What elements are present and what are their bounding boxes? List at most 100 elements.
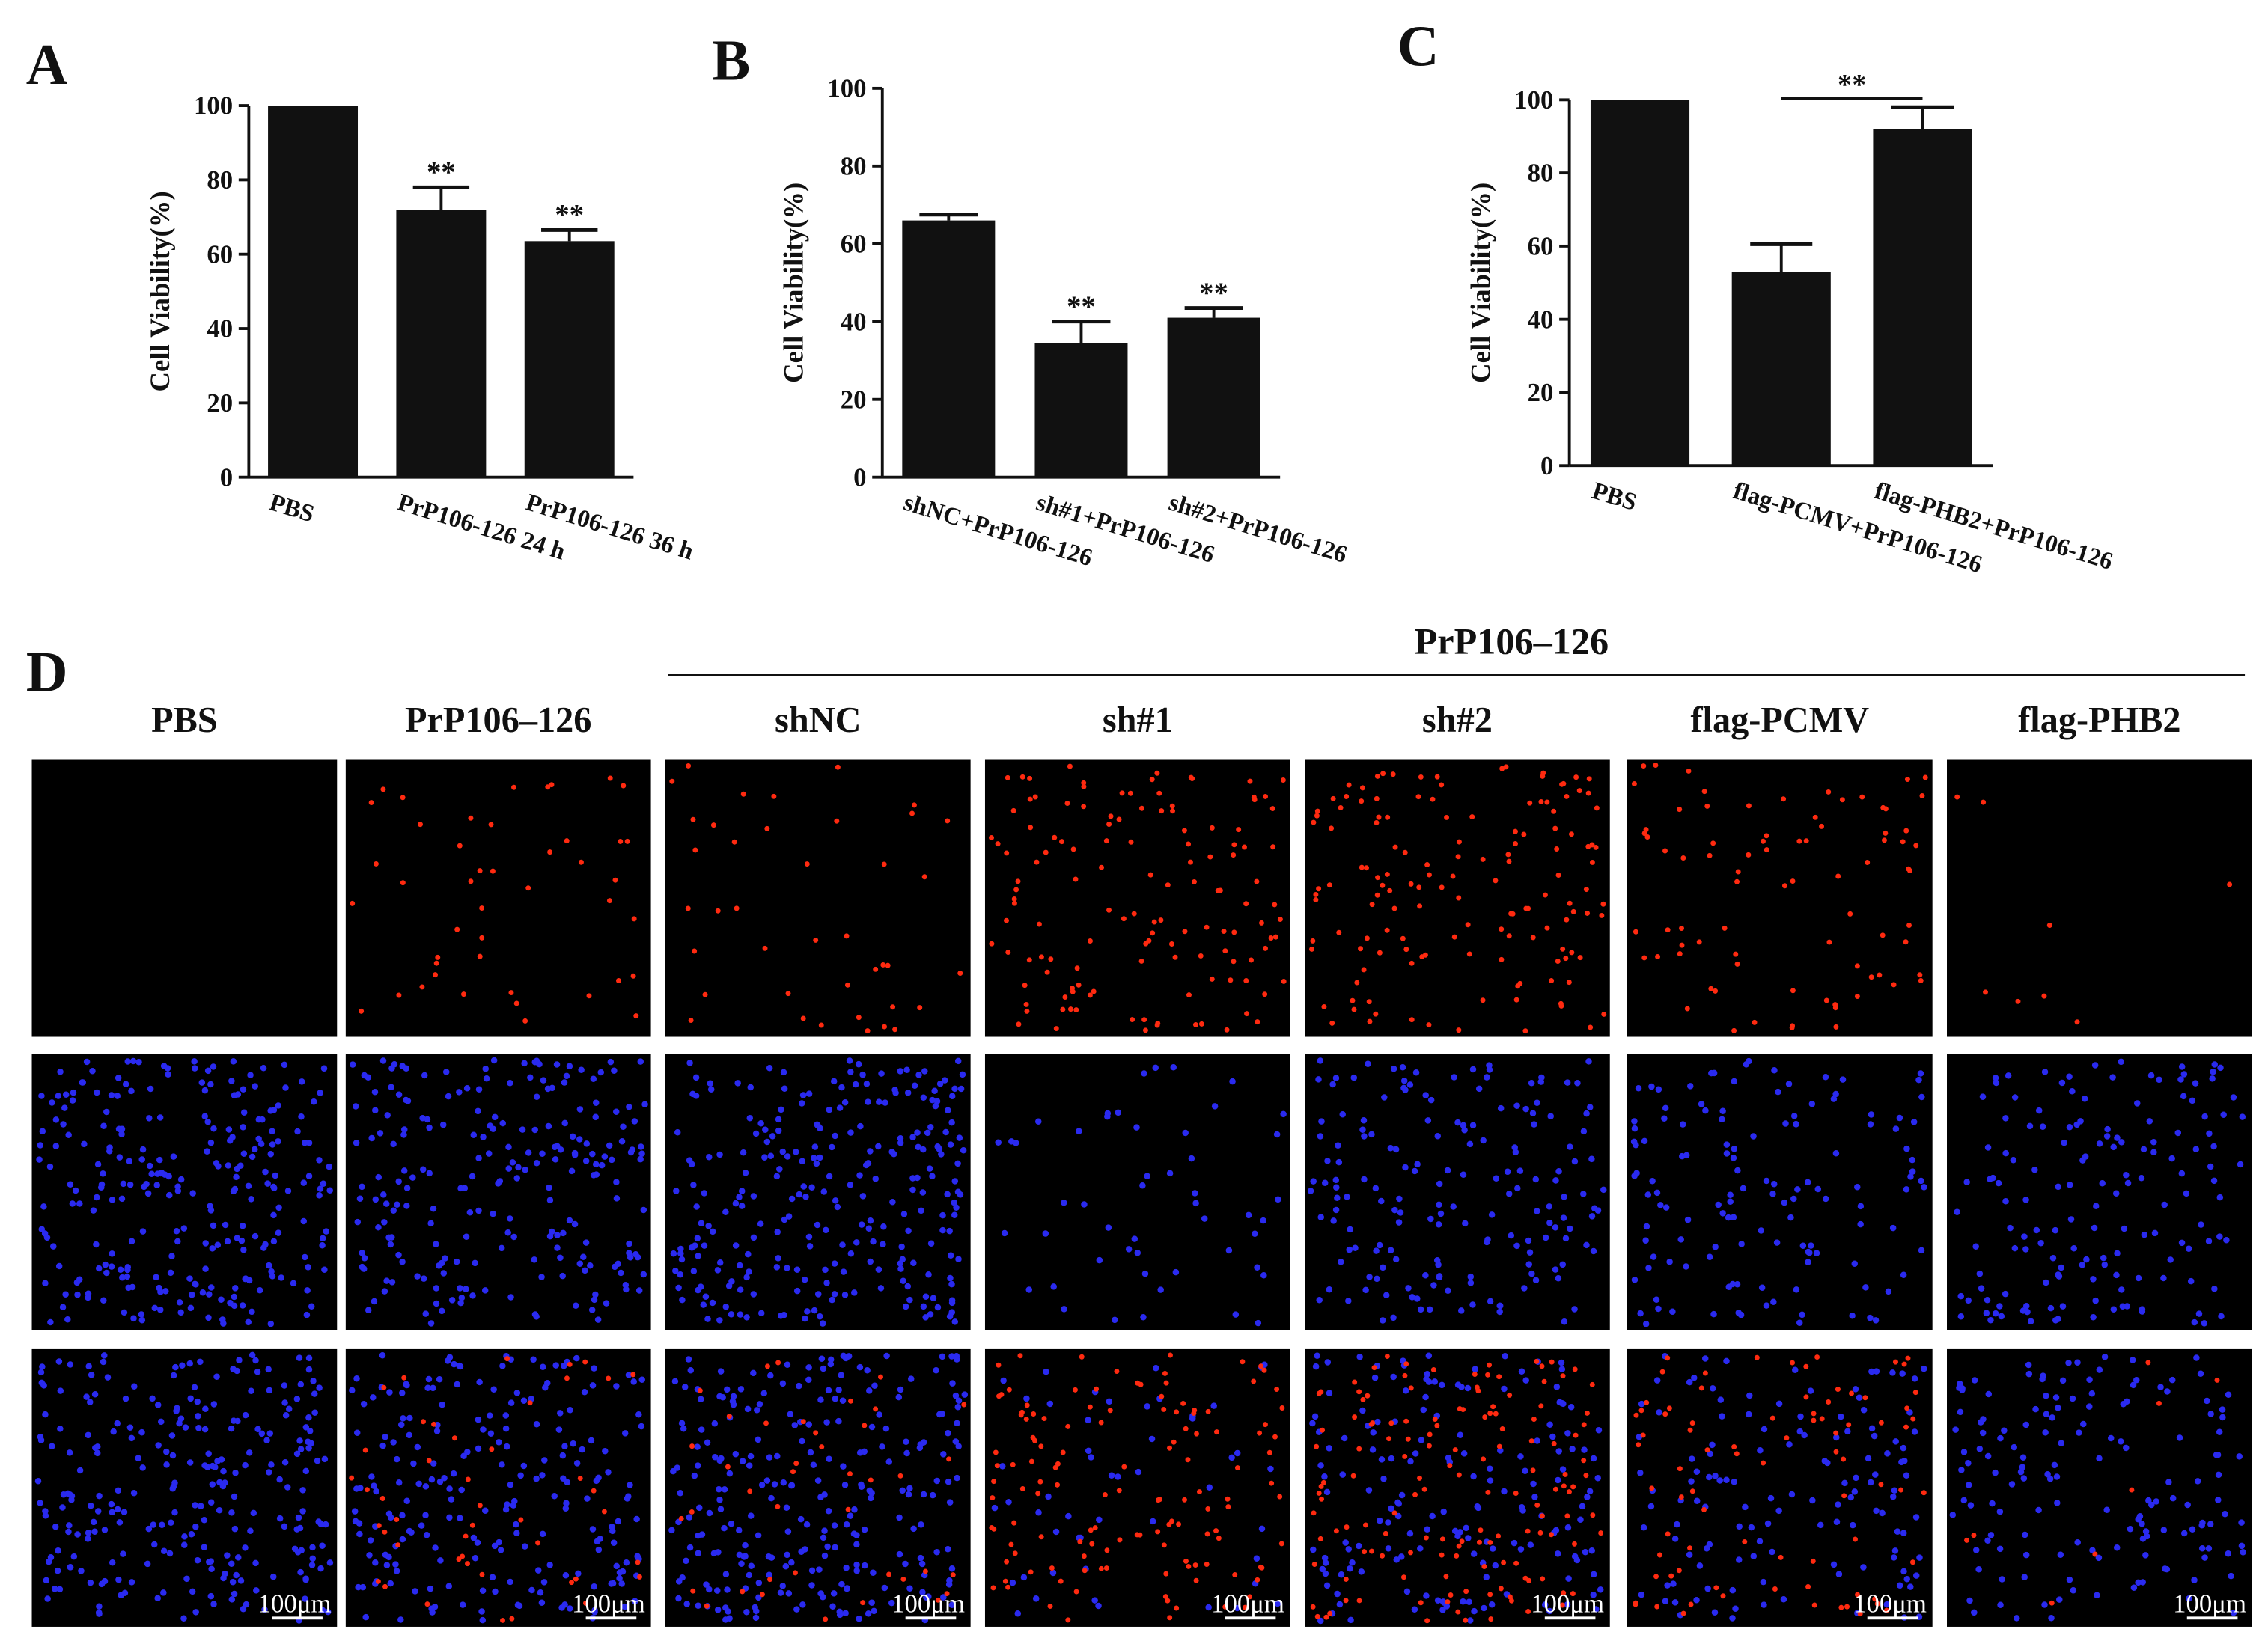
cell — [100, 1122, 107, 1129]
cell — [1746, 803, 1752, 809]
cell — [479, 935, 485, 941]
cell — [2015, 998, 2021, 1004]
cell — [767, 1577, 773, 1583]
cell — [2213, 1452, 2220, 1458]
cell — [1956, 1384, 1963, 1391]
cell — [725, 1464, 731, 1470]
cell — [1735, 1556, 1743, 1563]
cell — [373, 1488, 379, 1495]
cell — [305, 1264, 311, 1271]
cell — [1008, 1138, 1015, 1145]
cell — [775, 1116, 782, 1123]
cell — [210, 1063, 217, 1070]
cell — [1553, 1384, 1561, 1390]
cell — [1388, 1505, 1394, 1512]
cell — [1273, 1131, 1281, 1138]
cell — [1555, 1448, 1562, 1455]
cell — [1527, 800, 1533, 806]
cell — [954, 1160, 961, 1167]
cell — [67, 1361, 74, 1368]
cell — [788, 1559, 795, 1566]
cell — [150, 1541, 158, 1548]
cell — [1525, 1528, 1531, 1534]
cell — [145, 1525, 153, 1533]
cell — [300, 1217, 307, 1225]
cell — [2027, 1318, 2034, 1324]
cell — [240, 1086, 247, 1093]
cell — [559, 1272, 566, 1280]
cell — [1480, 997, 1486, 1003]
cell — [735, 1527, 743, 1534]
cell — [2021, 1574, 2028, 1580]
cell — [2047, 1304, 2055, 1312]
cell — [924, 1129, 931, 1137]
cell — [1654, 1604, 1660, 1610]
cell — [866, 1387, 873, 1394]
cell — [1038, 954, 1044, 960]
cell — [129, 1283, 136, 1291]
cell — [1731, 1078, 1738, 1085]
cell — [1350, 997, 1356, 1003]
cell — [1465, 922, 1471, 928]
cell — [1844, 1604, 1850, 1610]
cell — [948, 1280, 955, 1288]
cell — [1065, 1512, 1072, 1520]
cell — [1028, 1458, 1034, 1464]
cell — [1095, 1602, 1102, 1610]
cell — [1242, 1604, 1248, 1610]
cell — [1794, 1186, 1801, 1193]
cell — [153, 1274, 159, 1281]
cell — [377, 1130, 384, 1137]
cell — [1570, 1591, 1576, 1597]
cell — [710, 822, 716, 828]
cell — [583, 1140, 591, 1147]
cell — [126, 1181, 134, 1188]
cell — [1378, 1197, 1385, 1205]
cell — [138, 1311, 145, 1318]
cell — [372, 1107, 379, 1114]
cell — [765, 1553, 772, 1560]
cell — [1662, 1204, 1670, 1211]
cell — [678, 1256, 686, 1263]
cell — [1210, 1402, 1217, 1409]
cell — [1456, 1472, 1462, 1478]
cell — [999, 1463, 1006, 1470]
cell — [1653, 1574, 1659, 1580]
cell — [1104, 1547, 1110, 1553]
cell — [1812, 814, 1818, 820]
cell — [269, 1273, 276, 1280]
cell — [1073, 1007, 1079, 1013]
cell — [191, 1384, 198, 1391]
cell — [1400, 1084, 1407, 1092]
cell — [1465, 1535, 1472, 1541]
cell — [2066, 1576, 2073, 1583]
cell — [1036, 921, 1042, 927]
cell — [1373, 1011, 1379, 1017]
cell — [1322, 1559, 1329, 1566]
cell — [573, 1576, 579, 1582]
cell — [1249, 957, 1254, 963]
cell — [927, 1124, 934, 1131]
cell — [1996, 1508, 2004, 1515]
cell — [2210, 1068, 2216, 1075]
cell — [2121, 1225, 2128, 1232]
cell — [737, 1262, 743, 1269]
cell — [951, 1211, 958, 1218]
cell — [144, 1560, 151, 1568]
cell — [800, 1419, 806, 1425]
cell — [527, 1400, 533, 1406]
cell — [1528, 1270, 1535, 1277]
cell — [1146, 938, 1152, 944]
cell — [210, 1401, 218, 1408]
cell — [1125, 1246, 1133, 1253]
cell — [571, 1220, 579, 1228]
cell — [839, 1241, 846, 1248]
cell — [2198, 1221, 2204, 1228]
cell — [1567, 1403, 1575, 1411]
cell — [2091, 1062, 2099, 1069]
cell — [1588, 1213, 1596, 1220]
cell — [823, 1280, 830, 1286]
micrograph — [1947, 759, 2252, 1037]
cell — [2043, 1392, 2049, 1399]
cell — [1584, 1410, 1590, 1416]
